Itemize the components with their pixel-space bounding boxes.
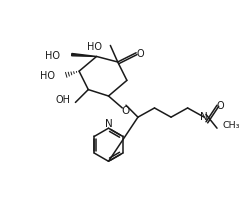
Text: HO: HO: [45, 51, 60, 61]
Text: N: N: [200, 112, 208, 122]
Text: HO: HO: [40, 71, 55, 81]
Text: CH₃: CH₃: [223, 121, 239, 130]
Text: O: O: [122, 106, 130, 116]
Text: O: O: [217, 101, 224, 111]
Text: N: N: [105, 119, 112, 129]
Text: O: O: [137, 49, 145, 59]
Text: HO: HO: [87, 42, 102, 52]
Text: OH: OH: [56, 95, 71, 105]
Polygon shape: [72, 54, 97, 57]
